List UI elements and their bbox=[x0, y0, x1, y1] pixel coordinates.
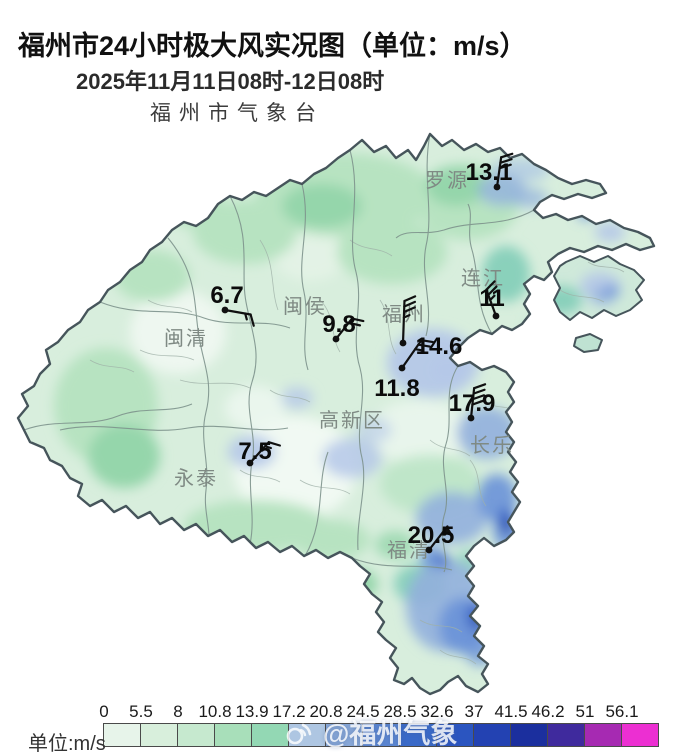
legend-cell: 46.2 bbox=[531, 702, 585, 747]
wind-barb-icon bbox=[400, 339, 435, 370]
legend-cell: 10.8 bbox=[198, 702, 252, 747]
legend-cell: 20.8 bbox=[309, 702, 363, 747]
legend-tick: 17.2 bbox=[272, 702, 306, 721]
district-borders bbox=[23, 134, 625, 665]
station: 11.8 bbox=[374, 339, 435, 402]
legend-tick: 46.2 bbox=[531, 702, 565, 721]
broadcast-icon bbox=[286, 723, 312, 744]
legend-cell: 51 bbox=[576, 702, 622, 747]
legend-cell: 41.5 bbox=[494, 702, 548, 747]
station-value: 13.1 bbox=[466, 159, 513, 186]
wind-barb-icon bbox=[495, 152, 514, 189]
station: 11 bbox=[479, 280, 505, 320]
station-dot bbox=[332, 335, 340, 343]
legend-tick: 51 bbox=[575, 702, 595, 721]
legend-unit-label: 单位:m/s bbox=[28, 733, 106, 755]
legend-tick: 13.9 bbox=[235, 702, 269, 721]
legend-colorbar: 0 5.5 8 10.8 13.9 17.2 20.8 24.5 28.5 32.6 37 41.5 4… bbox=[99, 702, 659, 747]
wind-barb-icon bbox=[485, 280, 498, 318]
date-range: 2025年11月11日08时-12日08时 bbox=[76, 69, 385, 94]
region-label: 福清 bbox=[387, 539, 431, 562]
watermark: @福州气象 bbox=[283, 712, 457, 751]
region-label: 闽清 bbox=[164, 327, 208, 350]
station-value: 20.5 bbox=[408, 522, 455, 549]
station: 17.9 bbox=[449, 383, 496, 422]
station: 13.1 bbox=[466, 152, 514, 191]
station: 6.7 bbox=[210, 282, 255, 327]
legend-cell: 8 bbox=[173, 702, 215, 747]
region-label: 永泰 bbox=[174, 467, 218, 490]
region-label: 罗源 bbox=[425, 169, 469, 192]
legend-tick: 8 bbox=[173, 702, 183, 721]
region-label: 高新区 bbox=[319, 409, 385, 432]
wind-shading bbox=[54, 153, 625, 666]
legend-tick: 0 bbox=[99, 702, 109, 721]
page-title: 福州市24小时极大风实况图（单位：m/s） bbox=[18, 31, 527, 61]
station-dot bbox=[467, 414, 475, 422]
station-value: 11.8 bbox=[374, 375, 419, 402]
legend-tick: 41.5 bbox=[494, 702, 528, 721]
wind-barb-icon bbox=[223, 308, 255, 327]
legend-tick: 20.8 bbox=[309, 702, 343, 721]
station-value: 9.8 bbox=[322, 311, 355, 338]
station-value: 17.9 bbox=[449, 390, 496, 417]
station-dot bbox=[398, 364, 406, 372]
station-value: 14.6 bbox=[416, 333, 463, 360]
wind-barb-icon bbox=[401, 295, 417, 345]
wind-barb-icon bbox=[248, 441, 281, 465]
legend-cell: 0 bbox=[99, 702, 141, 747]
legend-cell: 37 bbox=[465, 702, 511, 747]
agency-name: 福州市气象台 bbox=[150, 101, 324, 125]
legend-cell: 56.1 bbox=[605, 702, 659, 747]
station-dot bbox=[493, 183, 501, 191]
station-dot bbox=[492, 312, 500, 320]
region-label: 闽侯 bbox=[283, 295, 327, 318]
legend-tick: 24.5 bbox=[346, 702, 380, 721]
legend-cell: 28.5 bbox=[383, 702, 437, 747]
legend-cell: 5.5 bbox=[129, 702, 178, 747]
station: 7.5 bbox=[238, 438, 281, 467]
legend-tick: 37 bbox=[464, 702, 484, 721]
station: 9.8 bbox=[322, 311, 365, 343]
station-value: 7.5 bbox=[238, 438, 271, 465]
watermark-text: @福州气象 bbox=[323, 719, 458, 749]
station-value: 11 bbox=[479, 285, 504, 312]
legend-tick: 56.1 bbox=[605, 702, 639, 721]
legend-cell: 24.5 bbox=[346, 702, 400, 747]
station-dot bbox=[399, 339, 407, 347]
station: 20.5 bbox=[408, 522, 455, 554]
legend-cell: 13.9 bbox=[235, 702, 289, 747]
station-dot bbox=[425, 546, 433, 554]
region-label: 长乐 bbox=[470, 434, 514, 457]
station-dot bbox=[221, 306, 229, 314]
legend-tick: 5.5 bbox=[129, 702, 153, 721]
wind-stations: 13.1 11 6.7 9.8 14.6 11.8 17.9 7.5 20.5 bbox=[210, 152, 514, 554]
legend-tick: 10.8 bbox=[198, 702, 232, 721]
legend-tick: 32.6 bbox=[420, 702, 454, 721]
station-dot bbox=[246, 459, 254, 467]
wind-barb-icon bbox=[334, 317, 365, 341]
wind-barb-icon bbox=[469, 383, 487, 420]
legend-tick: 28.5 bbox=[383, 702, 417, 721]
station-value: 6.7 bbox=[210, 282, 243, 309]
wind-barb-icon bbox=[427, 525, 454, 552]
